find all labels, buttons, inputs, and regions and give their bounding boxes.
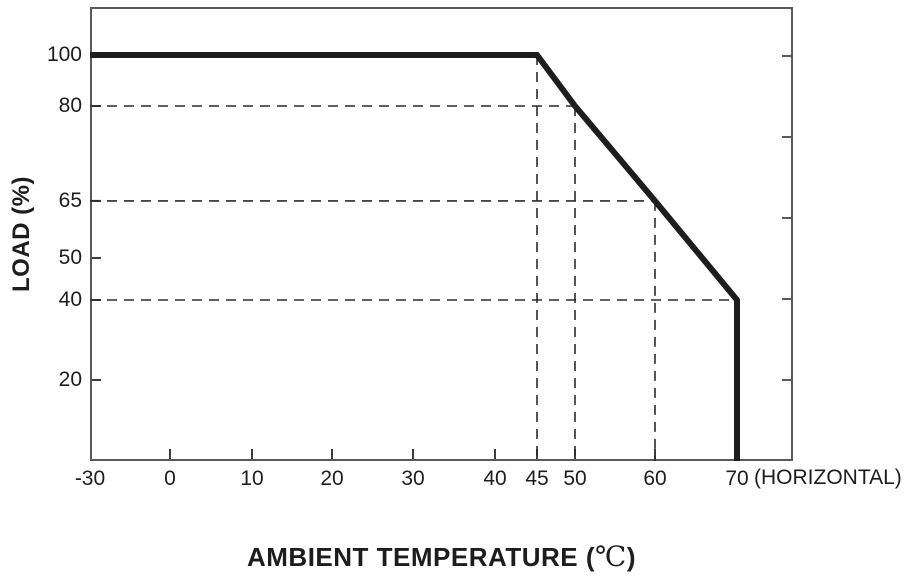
- plot-border: [90, 7, 793, 461]
- x-tick-label: 70: [725, 467, 749, 490]
- x-tick-label: 40: [483, 467, 507, 490]
- y-tick-label: 80: [58, 94, 82, 117]
- x-axis-title-close: ): [626, 542, 636, 572]
- y-tick-label: 65: [58, 188, 82, 212]
- y-tick-label: 50: [58, 246, 82, 269]
- x-axis-note: (HORIZONTAL): [754, 466, 902, 489]
- x-tick-label: 50: [563, 467, 587, 490]
- y-tick-label: 40: [58, 288, 82, 311]
- celsius-unit-glyph: ℃: [595, 540, 627, 573]
- y-tick-label: 20: [58, 368, 82, 391]
- y-tick-label: 100: [46, 43, 82, 66]
- x-tick-label: -30: [74, 467, 106, 490]
- x-axis-title-text: AMBIENT TEMPERATURE (: [246, 542, 595, 572]
- x-tick-label: 45: [525, 467, 549, 490]
- x-tick-label: 20: [320, 467, 344, 490]
- load-derating-curve: [90, 52, 740, 461]
- x-axis-title: AMBIENT TEMPERATURE (℃): [90, 540, 793, 573]
- x-tick-label: 60: [643, 467, 667, 490]
- x-tick-label: 0: [164, 467, 176, 490]
- x-tick-label: 10: [240, 467, 264, 490]
- x-tick-label: 30: [401, 467, 425, 490]
- plot-area: [90, 7, 793, 461]
